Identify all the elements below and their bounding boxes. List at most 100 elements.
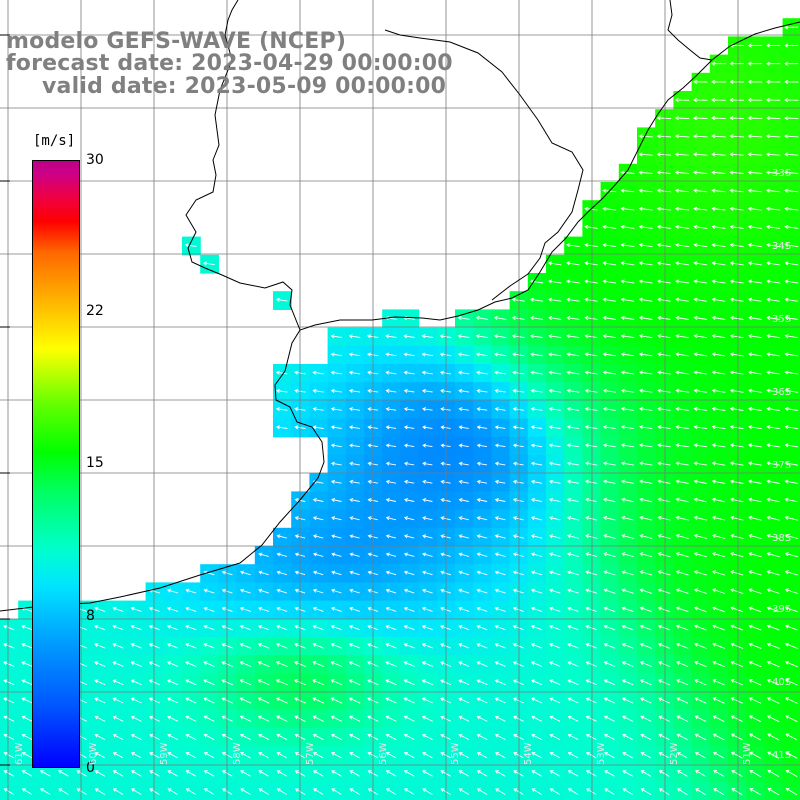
wind-arrow: [785, 751, 798, 759]
wind-arrow: [748, 715, 762, 723]
wind-arrow: [530, 370, 543, 375]
wind-arrow: [548, 479, 561, 484]
wind-arrow: [330, 370, 342, 375]
wind-arrow: [693, 533, 708, 539]
wind-arrow: [748, 606, 762, 613]
wind-arrow: [349, 443, 360, 448]
wind-arrow: [640, 715, 652, 722]
wind-arrow: [21, 788, 33, 795]
wind-arrow: [621, 461, 634, 466]
wind-arrow: [493, 334, 507, 339]
wind-arrow: [312, 770, 324, 777]
wind-arrow: [349, 624, 361, 631]
wind-arrow: [784, 588, 798, 594]
wind-arrow: [21, 733, 33, 741]
wind-arrow: [604, 788, 615, 795]
wind-arrow: [548, 497, 561, 503]
wind-arrow: [748, 406, 762, 411]
wind-arrow: [203, 679, 215, 686]
wind-arrow: [548, 425, 561, 430]
wind-arrow: [276, 425, 288, 430]
wind-arrow: [711, 552, 726, 558]
wind-arrow: [693, 315, 708, 320]
wind-cell: [0, 782, 19, 800]
wind-cell: [163, 782, 183, 800]
wind-arrow: [766, 697, 780, 704]
wind-arrow: [748, 315, 762, 320]
forecast-date: forecast date: 2023-04-29 00:00:00: [6, 51, 453, 76]
wind-arrow: [494, 715, 506, 722]
wind-arrow: [258, 770, 269, 777]
colorbar-label-8: 8: [86, 608, 95, 624]
wind-cell: [491, 782, 511, 800]
wind-arrow: [656, 134, 672, 139]
wind-arrow: [422, 407, 433, 412]
wind-arrow: [548, 370, 561, 375]
wind-arrow: [567, 733, 579, 741]
wind-arrow: [403, 516, 415, 521]
wind-arrow: [729, 170, 744, 175]
wind-arrow: [222, 788, 233, 795]
wind-arrow: [385, 606, 397, 612]
wind-arrow: [639, 515, 653, 521]
wind-arrow: [185, 788, 197, 795]
wind-arrow: [276, 733, 288, 741]
wind-arrow: [658, 770, 670, 777]
wind-arrow: [657, 461, 671, 466]
wind-arrow: [349, 570, 360, 576]
wind-arrow: [713, 788, 725, 796]
wind-arrow: [275, 388, 288, 393]
wind-arrow: [693, 497, 707, 503]
wind-cell: [218, 782, 238, 800]
wind-arrow: [676, 770, 688, 777]
wind-arrow: [584, 443, 598, 448]
wind-arrow: [674, 152, 690, 157]
wind-arrow: [530, 352, 543, 357]
wind-arrow: [94, 679, 106, 686]
wind-arrow: [585, 588, 598, 594]
wind-arrow: [312, 552, 324, 557]
wind-arrow: [640, 679, 652, 686]
wind-arrow: [620, 170, 635, 175]
wind-arrow: [58, 788, 69, 795]
wind-arrow: [385, 697, 397, 704]
border-frontier: [384, 29, 584, 301]
wind-arrow: [621, 552, 634, 558]
wind-cell: [673, 782, 693, 800]
wind-arrow: [711, 497, 726, 503]
wind-arrow: [476, 733, 488, 741]
wind-arrow: [639, 370, 653, 375]
lon-label: 60W: [88, 742, 99, 765]
wind-arrow: [167, 697, 179, 704]
wind-arrow: [766, 515, 780, 521]
wind-arrow: [784, 224, 799, 230]
wind-arrow: [712, 660, 725, 668]
wind-arrow: [602, 206, 617, 211]
wind-arrow: [422, 534, 433, 539]
wind-arrow: [747, 43, 763, 48]
wind-arrow: [167, 788, 178, 795]
wind-arrow: [785, 715, 798, 723]
wind-arrow: [658, 788, 670, 795]
wind-arrow: [457, 315, 470, 321]
wind-arrow: [585, 624, 597, 631]
wind-arrow: [458, 643, 470, 649]
wind-arrow: [21, 770, 33, 777]
wind-arrow: [312, 661, 325, 668]
wind-arrow: [458, 425, 469, 430]
wind-arrow: [784, 116, 799, 121]
wind-arrow: [330, 606, 342, 612]
lat-label: 36S: [772, 387, 792, 398]
wind-arrow: [421, 715, 433, 722]
wind-arrow: [748, 388, 762, 393]
wind-arrow: [331, 516, 342, 521]
wind-arrow: [476, 606, 488, 612]
wind-arrow: [765, 61, 781, 66]
wind-arrow: [476, 443, 488, 448]
wind-arrow: [693, 206, 708, 211]
wind-arrow: [622, 733, 634, 741]
wind-arrow: [531, 661, 543, 667]
wind-arrow: [747, 188, 762, 193]
wind-arrow: [494, 606, 506, 612]
wind-arrow: [693, 624, 707, 631]
